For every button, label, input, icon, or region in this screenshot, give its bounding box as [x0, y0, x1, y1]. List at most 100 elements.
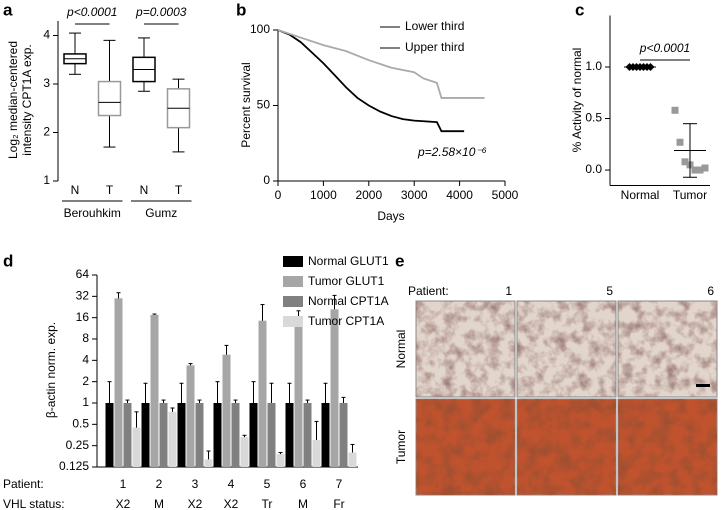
x-tick-label: 5000	[492, 188, 519, 202]
y-tick-label: 1	[43, 173, 50, 187]
column-label: 1	[505, 284, 512, 298]
survival-line	[277, 29, 485, 99]
x-tick-label: 1000	[310, 188, 337, 202]
point	[671, 106, 679, 114]
bar	[159, 403, 168, 467]
x-tick-label: 7	[336, 477, 343, 491]
bar	[105, 403, 114, 467]
group-label: Berouhkim	[64, 206, 121, 220]
x-tick-label: 1	[120, 477, 127, 491]
x-tick-label: 2000	[355, 188, 382, 202]
y-tick-label: 1.0	[585, 59, 602, 73]
row-label: Tumor	[394, 430, 408, 464]
y-axis-title: Percent survival	[239, 62, 253, 147]
y-tick-label: 0.25	[66, 438, 90, 452]
x-tick-label: Tumor	[673, 188, 707, 202]
legend-label: Normal GLUT1	[308, 254, 389, 268]
bar	[249, 403, 258, 467]
vhl-status: Tr	[262, 497, 273, 510]
bar	[312, 440, 321, 467]
y-axis-title: % Activity of normal	[570, 48, 584, 153]
bar	[258, 320, 267, 467]
micrograph-texture	[618, 301, 717, 397]
y-tick-label: 16	[76, 310, 90, 324]
legend-swatch	[283, 296, 303, 307]
x-tick-label: T	[106, 183, 114, 197]
x-tick-label: 4	[228, 477, 235, 491]
x-tick-label: 3000	[401, 188, 428, 202]
legend-swatch	[283, 316, 303, 327]
legend-label: Tumor GLUT1	[308, 274, 385, 288]
bar	[123, 403, 132, 467]
column-header: Patient:	[408, 284, 449, 298]
point	[701, 164, 709, 172]
p-value: p=0.0003	[135, 5, 187, 19]
point	[696, 166, 704, 174]
bar	[294, 321, 303, 467]
x-tick-label: 2	[156, 477, 163, 491]
x-tick-label: 3	[192, 477, 199, 491]
y-tick-label: 0.5	[585, 111, 602, 125]
micrograph-texture	[618, 399, 717, 495]
row-label: Normal	[394, 330, 408, 369]
vhl-status: M	[154, 497, 164, 510]
vhl-status: X2	[224, 497, 239, 510]
legend-label: Lower third	[405, 19, 464, 33]
y-tick-label: 50	[257, 98, 271, 112]
bar	[303, 403, 312, 467]
bar	[285, 403, 294, 467]
y-tick-label: 32	[76, 289, 90, 303]
bar	[321, 403, 330, 467]
column-label: 5	[606, 284, 613, 298]
survival-line	[277, 29, 465, 133]
point	[676, 138, 684, 146]
bar	[231, 403, 240, 467]
y-tick-label: 2	[43, 125, 50, 139]
x-tick-label: N	[140, 183, 149, 197]
bar	[195, 403, 204, 467]
column-label: 6	[707, 284, 714, 298]
bar	[213, 403, 222, 467]
y-tick-label: 0	[263, 173, 270, 187]
bar	[330, 309, 339, 467]
x-tick-label: 0	[275, 188, 282, 202]
y-axis-title: intensity CPT1A exp.	[20, 44, 34, 155]
x-tick-label: T	[175, 183, 183, 197]
x-axis-title: Days	[377, 209, 404, 223]
bar	[150, 314, 159, 467]
box	[97, 80, 122, 117]
legend-label: Upper third	[405, 40, 464, 54]
y-tick-label: 100	[250, 22, 270, 36]
y-tick-label: 4	[82, 353, 89, 367]
x-tick-label: Normal	[621, 188, 660, 202]
x-tick-label: N	[71, 183, 80, 197]
legend-swatch	[283, 276, 303, 287]
micrograph-texture	[416, 301, 515, 397]
legend-label: Normal CPT1A	[308, 294, 389, 308]
legend-label: Tumor CPT1A	[308, 314, 384, 328]
bar	[204, 459, 213, 467]
legend-swatch	[283, 256, 303, 267]
scale-bar	[696, 384, 710, 387]
y-tick-label: 4	[43, 28, 50, 42]
row-label: Patient:	[3, 477, 44, 491]
panel-label: c	[575, 0, 584, 19]
micrograph-texture	[517, 399, 616, 495]
bar	[348, 452, 357, 467]
micrograph-texture	[416, 399, 515, 495]
micrograph-texture	[517, 301, 616, 397]
y-tick-label: 1	[82, 395, 89, 409]
y-tick-label: 3	[43, 76, 50, 90]
vhl-status: X2	[188, 497, 203, 510]
group-label: Gumz	[145, 206, 177, 220]
p-value: p<0.0001	[639, 41, 690, 55]
bar	[339, 403, 348, 467]
panel-label: a	[3, 0, 13, 19]
x-tick-label: 4000	[446, 188, 473, 202]
bar	[168, 411, 177, 467]
y-tick-label: 2	[82, 374, 89, 388]
bar	[186, 365, 195, 467]
y-tick-label: 0.5	[72, 417, 89, 431]
bar	[267, 403, 276, 467]
